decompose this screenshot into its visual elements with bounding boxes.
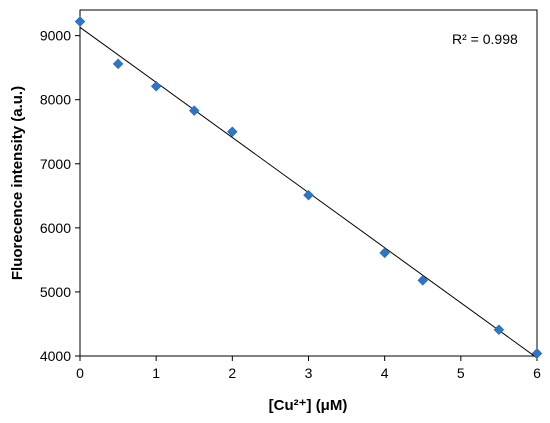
x-axis-title: [Cu²⁺] (μM) <box>269 397 348 414</box>
y-tick-label: 7000 <box>40 156 71 172</box>
x-tick-label: 3 <box>305 365 313 381</box>
data-point <box>303 189 314 201</box>
data-point <box>188 105 200 116</box>
y-tick-label: 4000 <box>40 348 71 364</box>
x-tick-label: 0 <box>76 365 84 381</box>
data-point <box>226 126 238 138</box>
y-tick-label: 5000 <box>40 284 71 300</box>
data-point <box>531 348 543 359</box>
data-point <box>379 247 391 259</box>
y-tick-label: 8000 <box>40 92 71 108</box>
x-tick-label: 4 <box>381 365 389 381</box>
r-squared-annotation: R² = 0.998 <box>452 31 518 47</box>
x-tick-label: 6 <box>533 365 541 381</box>
x-tick-label: 2 <box>228 365 236 381</box>
x-tick-label: 1 <box>152 365 160 381</box>
data-point <box>150 80 162 92</box>
plot-area <box>79 9 538 357</box>
data-point <box>493 324 505 336</box>
y-tick-label: 9000 <box>40 28 71 44</box>
axis-ticks: 0 1 2 3 4 5 6 4000 5000 6000 7000 8000 9000 <box>40 28 541 381</box>
x-tick-label: 5 <box>457 365 465 381</box>
data-points <box>74 16 543 359</box>
y-axis-title: Fluorecence intensity (a.u.) <box>9 86 26 280</box>
data-point <box>112 58 124 70</box>
data-point <box>74 16 86 27</box>
data-point <box>417 275 429 286</box>
y-tick-label: 6000 <box>40 220 71 236</box>
